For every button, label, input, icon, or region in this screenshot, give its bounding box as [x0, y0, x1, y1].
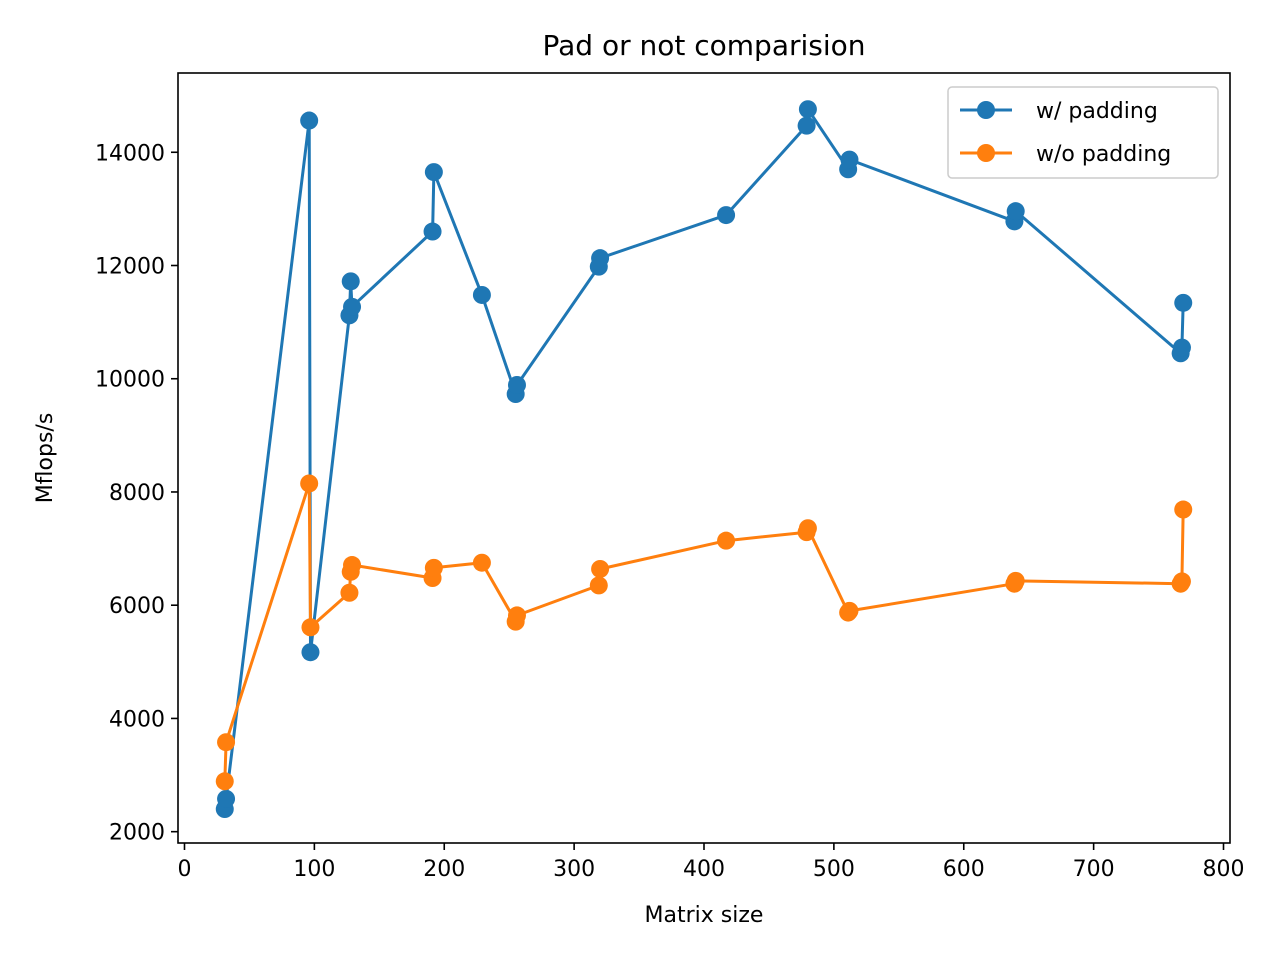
x-tick-label: 200 — [423, 857, 465, 882]
data-point — [301, 643, 320, 662]
data-point — [300, 111, 319, 130]
data-point — [1174, 293, 1193, 312]
x-tick-label: 800 — [1203, 857, 1245, 882]
data-point — [1172, 572, 1191, 591]
data-point — [217, 733, 236, 752]
data-point — [798, 100, 817, 119]
x-tick-label: 700 — [1073, 857, 1115, 882]
data-point — [217, 789, 236, 808]
x-axis-label: Matrix size — [645, 903, 764, 928]
data-point — [840, 150, 859, 169]
x-tick-label: 400 — [683, 857, 725, 882]
data-point — [340, 583, 359, 602]
data-point — [840, 601, 859, 620]
x-tick-label: 0 — [177, 857, 191, 882]
data-point — [300, 474, 319, 493]
legend-marker — [977, 144, 995, 162]
data-point — [591, 559, 610, 578]
x-tick-label: 500 — [813, 857, 855, 882]
data-point — [1172, 338, 1191, 357]
x-tick-label: 600 — [943, 857, 985, 882]
plot-area — [215, 100, 1193, 819]
data-point — [797, 116, 816, 135]
data-point — [343, 556, 362, 575]
axis-ticks: 0 100 200 300 400 500 600 700 800 2000 4000 6000 800… — [95, 141, 1245, 882]
legend-label: w/o padding — [1036, 142, 1171, 167]
data-point — [1174, 500, 1193, 519]
data-point — [507, 375, 526, 394]
data-point — [301, 618, 320, 637]
data-point — [589, 576, 608, 595]
x-tick-label: 300 — [553, 857, 595, 882]
data-point — [1006, 202, 1025, 221]
data-point — [1006, 571, 1025, 590]
legend-box — [947, 86, 1219, 179]
data-point — [717, 206, 736, 225]
data-point — [424, 163, 443, 182]
data-point — [591, 249, 610, 268]
data-point — [472, 285, 491, 304]
data-point — [717, 531, 736, 550]
data-point — [507, 606, 526, 625]
y-tick-label: 14000 — [95, 141, 165, 166]
legend: w/ padding w/o padding — [947, 86, 1219, 179]
y-tick-label: 10000 — [95, 368, 165, 393]
legend-marker — [977, 101, 995, 119]
data-point — [424, 558, 443, 577]
data-point — [341, 272, 360, 291]
y-tick-label: 4000 — [109, 707, 165, 732]
data-point — [215, 772, 234, 791]
data-point — [472, 553, 491, 572]
y-tick-label: 12000 — [95, 255, 165, 280]
chart-title: Pad or not comparision — [542, 29, 865, 62]
data-point — [423, 222, 442, 241]
y-axis-label: Mflops/s — [33, 413, 58, 504]
data-point — [343, 297, 362, 316]
data-point — [798, 519, 817, 538]
x-tick-label: 100 — [293, 857, 335, 882]
y-tick-label: 6000 — [109, 594, 165, 619]
legend-label: w/ padding — [1036, 99, 1158, 124]
y-tick-label: 8000 — [109, 481, 165, 506]
y-tick-label: 2000 — [109, 821, 165, 846]
